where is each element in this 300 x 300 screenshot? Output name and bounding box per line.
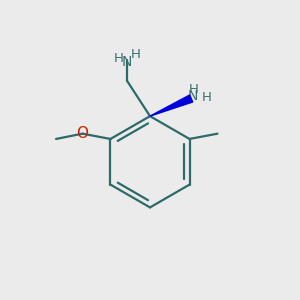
Text: N: N (122, 55, 132, 69)
Text: N: N (188, 89, 199, 103)
Polygon shape (150, 95, 193, 116)
Text: H: H (114, 52, 124, 65)
Text: H: H (130, 48, 140, 62)
Text: O: O (76, 126, 88, 141)
Text: H: H (189, 82, 199, 95)
Text: H: H (202, 92, 212, 104)
